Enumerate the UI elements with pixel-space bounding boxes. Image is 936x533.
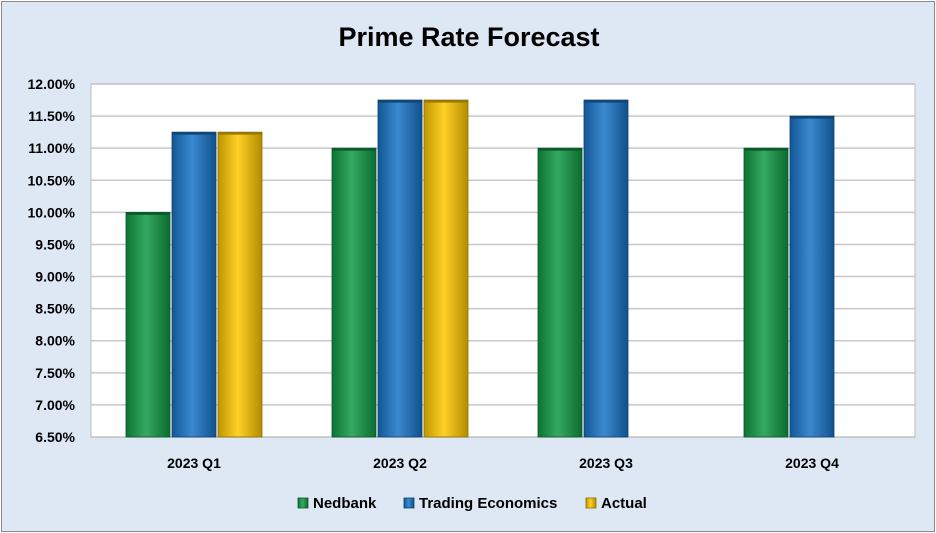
- bar-trading-economics: [583, 99, 629, 438]
- y-tick-label: 9.50%: [35, 236, 75, 252]
- legend-label: Trading Economics: [419, 495, 557, 512]
- y-tick-label: 8.00%: [35, 333, 75, 349]
- bar-top-edge: [126, 212, 170, 215]
- legend-swatch: [585, 497, 597, 509]
- legend-label: Nedbank: [313, 495, 377, 512]
- y-tick-label: 6.50%: [35, 429, 75, 445]
- bar-top-edge: [538, 148, 582, 151]
- y-tick-label: 12.00%: [28, 76, 76, 92]
- bar-top-edge: [332, 148, 376, 151]
- chart-title: Prime Rate Forecast: [338, 22, 600, 52]
- bar-top-edge: [218, 132, 262, 135]
- bar-actual: [217, 131, 263, 438]
- bar-nedbank: [537, 147, 583, 438]
- x-category-label: 2023 Q4: [785, 455, 839, 471]
- bar-top-edge: [378, 100, 422, 103]
- bar-top-edge: [584, 100, 628, 103]
- bar-top-edge: [744, 148, 788, 151]
- y-tick-label: 11.00%: [28, 140, 75, 156]
- bar-trading-economics: [789, 115, 835, 438]
- x-category-label: 2023 Q1: [167, 455, 221, 471]
- bar-top-edge: [172, 132, 216, 135]
- y-tick-label: 11.50%: [28, 108, 75, 124]
- y-tick-label: 9.00%: [35, 269, 75, 285]
- bar-nedbank: [331, 147, 377, 438]
- x-category-label: 2023 Q3: [579, 455, 633, 471]
- legend-swatch: [403, 497, 415, 509]
- bar-trading-economics: [171, 131, 217, 438]
- y-tick-label: 10.50%: [28, 172, 76, 188]
- y-tick-label: 10.00%: [28, 204, 76, 220]
- bar-nedbank: [125, 211, 171, 438]
- y-tick-label: 8.50%: [35, 301, 75, 317]
- y-tick-label: 7.00%: [35, 397, 75, 413]
- bar-nedbank: [743, 147, 789, 438]
- bar-actual: [423, 99, 469, 438]
- bar-trading-economics: [377, 99, 423, 438]
- legend-swatch: [297, 497, 309, 509]
- legend-label: Actual: [601, 495, 647, 512]
- bar-top-edge: [424, 100, 468, 103]
- x-category-label: 2023 Q2: [373, 455, 427, 471]
- y-tick-label: 7.50%: [35, 365, 75, 381]
- bar-top-edge: [790, 116, 834, 119]
- plot-border: [90, 83, 916, 438]
